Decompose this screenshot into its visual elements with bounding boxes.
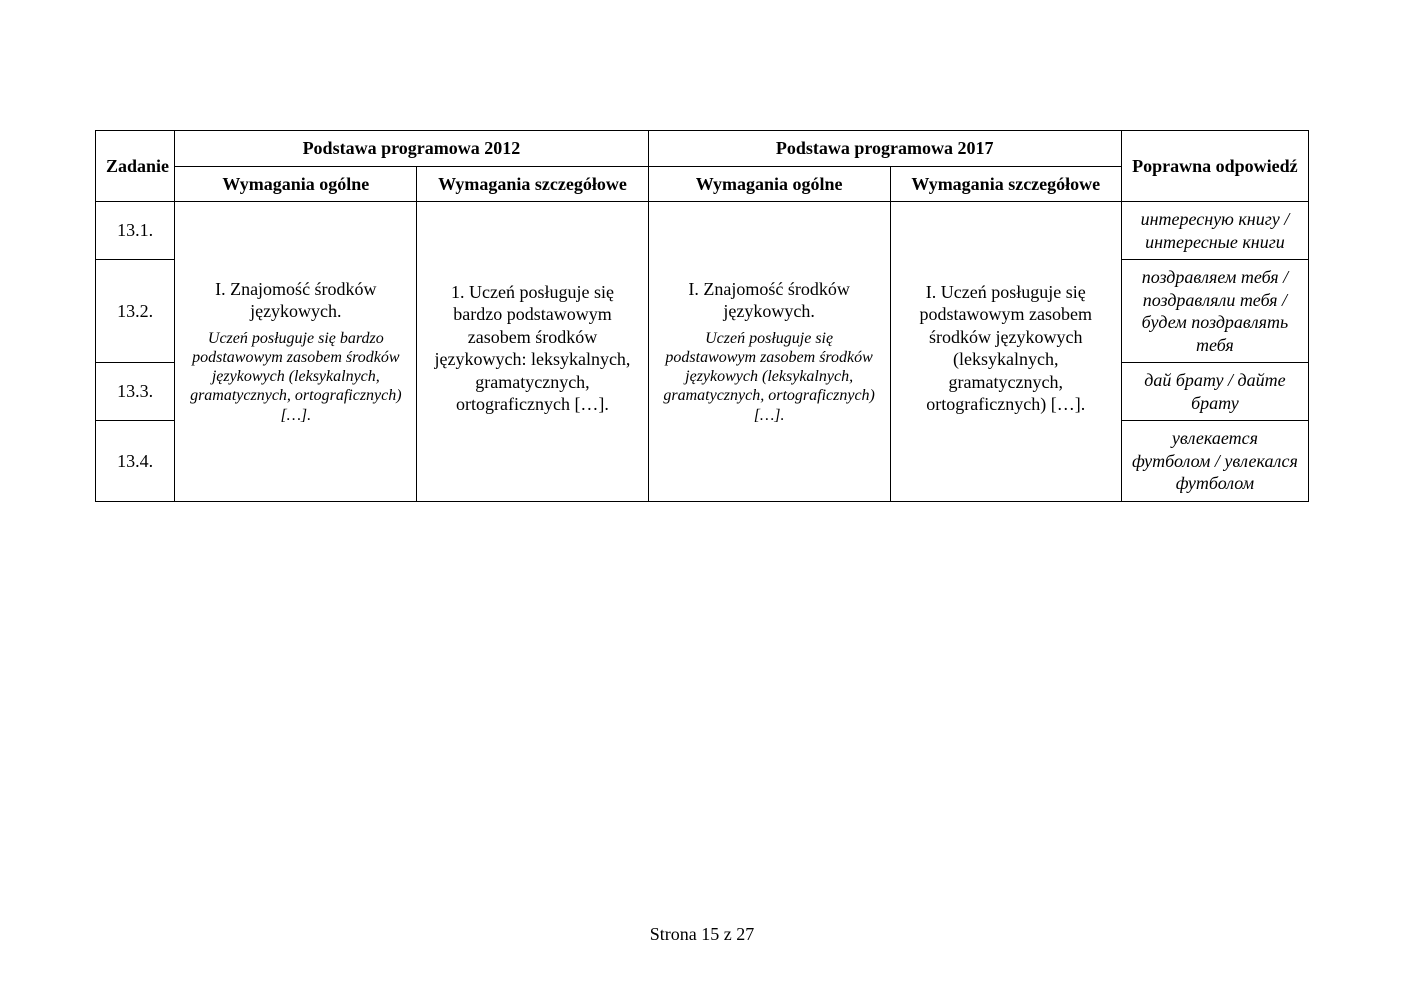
cell-wo-2017: I. Znajomość środków językowych. Uczeń p…	[648, 202, 890, 502]
curriculum-table: Zadanie Podstawa programowa 2012 Podstaw…	[95, 130, 1309, 502]
cell-zadanie: 13.2.	[96, 260, 175, 363]
cell-answer: интересную книгу / интересные книги	[1121, 202, 1308, 260]
cell-zadanie: 13.4.	[96, 421, 175, 502]
page-footer: Strona 15 z 27	[0, 924, 1404, 945]
cell-wo-2012: I. Znajomość środków językowych. Uczeń p…	[175, 202, 417, 502]
wo2012-main: I. Znajomość środków językowych.	[185, 278, 406, 323]
header-wo-2012: Wymagania ogólne	[175, 166, 417, 202]
cell-ws-2012: 1. Uczeń posługuje się bardzo podstawowy…	[417, 202, 648, 502]
header-zadanie: Zadanie	[96, 131, 175, 202]
table-header-row-1: Zadanie Podstawa programowa 2012 Podstaw…	[96, 131, 1309, 167]
ws2017-main: I. Uczeń posługuje się podstawowym zasob…	[901, 281, 1111, 416]
header-pp2017: Podstawa programowa 2017	[648, 131, 1121, 167]
cell-zadanie: 13.3.	[96, 363, 175, 421]
cell-answer: поздравляем тебя / поздравляли тебя / бу…	[1121, 260, 1308, 363]
header-wo-2017: Wymagania ogólne	[648, 166, 890, 202]
wo2017-sub: Uczeń posługuje się podstawowym zasobem …	[659, 329, 880, 425]
cell-answer: дай брату / дайте брату	[1121, 363, 1308, 421]
cell-zadanie: 13.1.	[96, 202, 175, 260]
table-row: 13.1. I. Znajomość środków językowych. U…	[96, 202, 1309, 260]
document-page: Zadanie Podstawa programowa 2012 Podstaw…	[0, 0, 1404, 993]
cell-answer: увлекается футболом / увлекался футболом	[1121, 421, 1308, 502]
cell-ws-2017: I. Uczeń posługuje się podstawowym zasob…	[890, 202, 1121, 502]
header-ws-2017: Wymagania szczegółowe	[890, 166, 1121, 202]
wo2017-main: I. Znajomość środków językowych.	[659, 278, 880, 323]
wo2012-sub: Uczeń posługuje się bardzo podstawowym z…	[185, 329, 406, 425]
ws2012-main: 1. Uczeń posługuje się bardzo podstawowy…	[427, 281, 637, 416]
header-poprawna: Poprawna odpowiedź	[1121, 131, 1308, 202]
header-ws-2012: Wymagania szczegółowe	[417, 166, 648, 202]
header-pp2012: Podstawa programowa 2012	[175, 131, 648, 167]
